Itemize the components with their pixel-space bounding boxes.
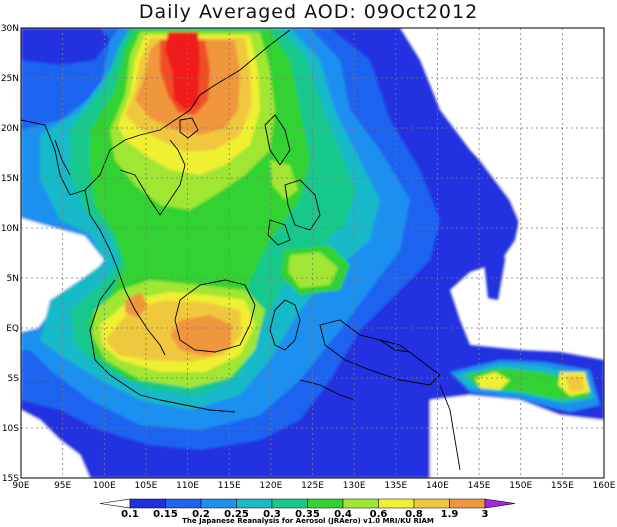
colorbar-label: 0.35 — [295, 509, 320, 520]
map-title: Daily Averaged AOD: 09Oct2012 — [138, 1, 479, 23]
colorbar-bin — [271, 498, 308, 509]
colorbar-label: 0.3 — [263, 509, 281, 520]
credit-text: The Japanese Reanalysis for Aerosol (JRA… — [182, 517, 434, 525]
lat-tick-label: 5N — [7, 274, 19, 284]
coastline — [179, 117, 199, 139]
lon-tick-labels: 90E 95E 100E 105E 110E 115E 120E 125E 130E 135E 14… — [12, 481, 615, 491]
coastline — [267, 219, 291, 246]
lon-tick-label: 135E — [384, 481, 407, 491]
colorbar-labels: 0.1 0.15 0.2 0.25 0.3 0.35 0.4 0.6 0.8 1.9 3 — [121, 509, 488, 520]
lon-tick-label: 150E — [509, 481, 532, 491]
aod-region — [270, 160, 298, 200]
coastline — [284, 179, 321, 231]
coastline — [299, 379, 356, 401]
lon-tick-label: 140E — [426, 481, 449, 491]
aod-region — [165, 32, 200, 110]
colorbar-label: 0.25 — [224, 509, 249, 520]
coastline — [54, 139, 71, 176]
lat-tick-label: 20N — [1, 124, 19, 134]
colorbar-bin — [307, 498, 344, 509]
aod-region — [170, 315, 232, 356]
coastline — [89, 279, 161, 401]
coastline — [159, 399, 236, 413]
lat-tick-label: EQ — [6, 324, 19, 334]
coastline — [174, 279, 256, 353]
coastline — [264, 114, 291, 166]
colorbar — [99, 498, 516, 509]
lat-tick-label: 15N — [1, 174, 19, 184]
aod-region — [125, 292, 148, 318]
colorbar-label: 1.9 — [441, 509, 459, 520]
colorbar-bin — [413, 498, 450, 509]
coastline — [439, 384, 461, 471]
map-frame — [20, 27, 605, 479]
lon-tick-label: 115E — [218, 481, 241, 491]
lat-tick-label: 30N — [1, 24, 19, 34]
aod-region — [484, 222, 505, 300]
aod-region — [438, 28, 604, 345]
colorbar-label: 3 — [482, 509, 489, 520]
lat-tick-labels: 30N 25N 20N 15N 10N 5N EQ 5S 10S 15S — [1, 24, 19, 484]
aod-region — [430, 395, 604, 478]
colorbar-label: 0.15 — [153, 509, 178, 520]
colorbar-label: 0.8 — [405, 509, 423, 520]
lon-tick-label: 95E — [54, 481, 71, 491]
colorbar-label: 0.2 — [192, 509, 210, 520]
lon-tick-label: 130E — [343, 481, 366, 491]
gridlines — [21, 28, 604, 478]
lon-tick-label: 110E — [176, 481, 199, 491]
coastline — [269, 299, 301, 351]
lon-tick-label: 120E — [259, 481, 282, 491]
coastline — [84, 189, 166, 356]
colorbar-label: 0.4 — [334, 509, 352, 520]
coastline — [21, 29, 291, 196]
aod-region — [288, 252, 338, 288]
coastlines — [21, 29, 461, 471]
aod-region — [475, 372, 510, 390]
lat-tick-label: 25N — [1, 74, 19, 84]
colorbar-bin — [236, 498, 273, 509]
colorbar-bin — [165, 498, 202, 509]
lon-tick-label: 155E — [551, 481, 574, 491]
colorbar-under-arrow — [99, 498, 131, 509]
colorbar-over-arrow — [484, 498, 516, 509]
lat-tick-label: 10S — [2, 424, 19, 434]
lon-tick-label: 90E — [12, 481, 29, 491]
lon-tick-label: 100E — [93, 481, 116, 491]
colorbar-bin — [200, 498, 237, 509]
colorbar-bin — [342, 498, 379, 509]
lat-tick-label: 15S — [2, 474, 19, 484]
aod-field — [21, 28, 604, 478]
colorbar-label: 0.6 — [370, 509, 388, 520]
coastline — [119, 139, 186, 216]
lat-tick-label: 5S — [8, 374, 20, 384]
lat-tick-label: 10N — [1, 224, 19, 234]
lon-tick-label: 145E — [468, 481, 491, 491]
colorbar-bin — [378, 498, 415, 509]
aod-region — [565, 376, 585, 392]
coastline — [379, 339, 411, 353]
aod-region — [21, 410, 90, 478]
coastline — [319, 319, 441, 386]
colorbar-label: 0.1 — [121, 509, 139, 520]
colorbar-bin — [129, 498, 166, 509]
lon-tick-label: 160E — [593, 481, 616, 491]
lon-tick-label: 125E — [301, 481, 324, 491]
lon-tick-label: 105E — [134, 481, 157, 491]
colorbar-bin — [449, 498, 486, 509]
